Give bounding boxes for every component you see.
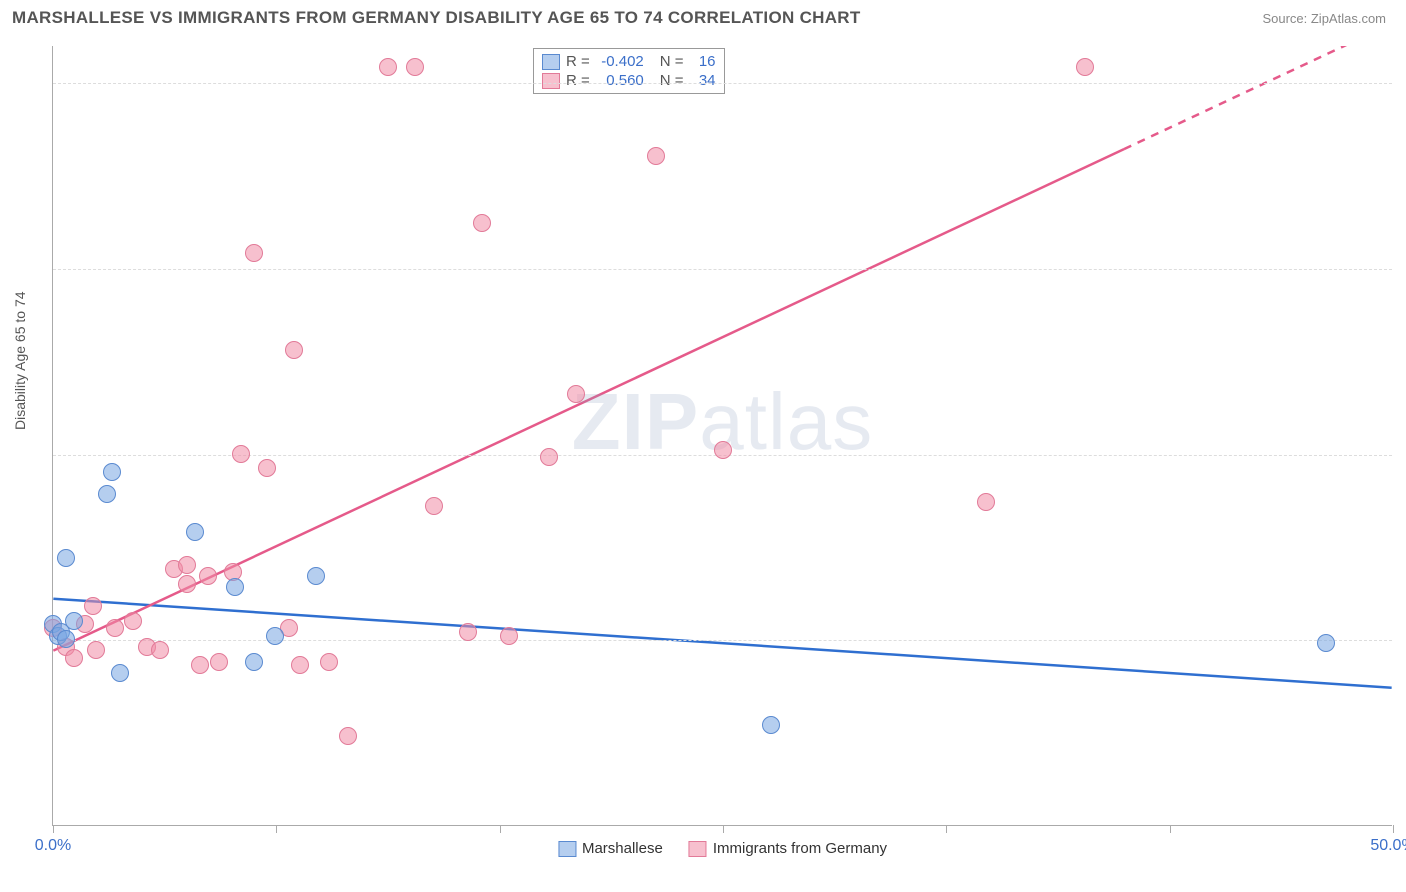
data-point bbox=[500, 627, 518, 645]
legend-swatch bbox=[542, 54, 560, 70]
trend-line-dashed bbox=[1124, 46, 1392, 149]
x-tick bbox=[723, 825, 724, 833]
series-legend-item: Immigrants from Germany bbox=[689, 840, 887, 857]
x-tick-label: 0.0% bbox=[35, 837, 71, 855]
trend-line bbox=[53, 599, 1391, 688]
legend-swatch bbox=[689, 841, 707, 857]
x-tick bbox=[946, 825, 947, 833]
data-point bbox=[151, 641, 169, 659]
data-point bbox=[245, 244, 263, 262]
x-tick-label: 50.0% bbox=[1370, 837, 1406, 855]
data-point bbox=[57, 549, 75, 567]
data-point bbox=[178, 575, 196, 593]
y-tick-label: 50.0% bbox=[1402, 445, 1406, 463]
data-point bbox=[258, 459, 276, 477]
y-tick-label: 25.0% bbox=[1402, 630, 1406, 648]
data-point bbox=[285, 341, 303, 359]
legend-swatch bbox=[542, 73, 560, 89]
x-tick bbox=[53, 825, 54, 833]
stat-r-value: 0.560 bbox=[596, 72, 644, 89]
x-tick bbox=[1170, 825, 1171, 833]
data-point bbox=[191, 656, 209, 674]
series-name: Marshallese bbox=[582, 840, 663, 857]
data-point bbox=[84, 597, 102, 615]
data-point bbox=[103, 463, 121, 481]
data-point bbox=[186, 523, 204, 541]
data-point bbox=[57, 630, 75, 648]
stats-legend: R = -0.402 N = 16 R = 0.560 N = 34 bbox=[533, 48, 725, 94]
data-point bbox=[106, 619, 124, 637]
data-point bbox=[1317, 634, 1335, 652]
data-point bbox=[199, 567, 217, 585]
data-point bbox=[379, 58, 397, 76]
data-point bbox=[567, 385, 585, 403]
data-point bbox=[87, 641, 105, 659]
data-point bbox=[714, 441, 732, 459]
series-name: Immigrants from Germany bbox=[713, 840, 887, 857]
y-axis-label: Disability Age 65 to 74 bbox=[12, 291, 28, 430]
data-point bbox=[291, 656, 309, 674]
stat-n-value: 16 bbox=[690, 53, 716, 70]
series-legend-item: Marshallese bbox=[558, 840, 663, 857]
data-point bbox=[540, 448, 558, 466]
trend-lines-layer bbox=[53, 46, 1392, 825]
stats-row: R = 0.560 N = 34 bbox=[540, 71, 718, 90]
y-tick-label: 100.0% bbox=[1402, 73, 1406, 91]
data-point bbox=[245, 653, 263, 671]
stat-n-label: N = bbox=[660, 72, 684, 89]
data-point bbox=[1076, 58, 1094, 76]
plot-area: ZIPatlas R =-0.402N =16R =0.560N =34 Mar… bbox=[52, 46, 1392, 826]
stat-r-label: R = bbox=[566, 72, 590, 89]
data-point bbox=[320, 653, 338, 671]
chart-title: MARSHALLESE VS IMMIGRANTS FROM GERMANY D… bbox=[12, 8, 861, 28]
data-point bbox=[762, 716, 780, 734]
gridline bbox=[53, 640, 1392, 641]
x-tick bbox=[1393, 825, 1394, 833]
gridline bbox=[53, 83, 1392, 84]
data-point bbox=[425, 497, 443, 515]
data-point bbox=[65, 649, 83, 667]
data-point bbox=[178, 556, 196, 574]
series-legend: Marshallese Immigrants from Germany bbox=[558, 840, 887, 857]
data-point bbox=[266, 627, 284, 645]
data-point bbox=[111, 664, 129, 682]
watermark-bold: ZIP bbox=[572, 377, 699, 466]
x-tick bbox=[500, 825, 501, 833]
data-point bbox=[98, 485, 116, 503]
data-point bbox=[339, 727, 357, 745]
legend-swatch bbox=[558, 841, 576, 857]
chart-header: MARSHALLESE VS IMMIGRANTS FROM GERMANY D… bbox=[0, 0, 1406, 36]
data-point bbox=[406, 58, 424, 76]
source-label: Source: ZipAtlas.com bbox=[1262, 11, 1386, 26]
data-point bbox=[226, 578, 244, 596]
data-point bbox=[307, 567, 325, 585]
data-point bbox=[459, 623, 477, 641]
y-tick-label: 75.0% bbox=[1402, 259, 1406, 277]
stat-r-value: -0.402 bbox=[596, 53, 644, 70]
stat-r-label: R = bbox=[566, 53, 590, 70]
data-point bbox=[977, 493, 995, 511]
stat-n-label: N = bbox=[660, 53, 684, 70]
x-tick bbox=[276, 825, 277, 833]
data-point bbox=[210, 653, 228, 671]
data-point bbox=[473, 214, 491, 232]
data-point bbox=[647, 147, 665, 165]
gridline bbox=[53, 269, 1392, 270]
stats-row: R = -0.402 N = 16 bbox=[540, 52, 718, 71]
data-point bbox=[124, 612, 142, 630]
data-point bbox=[232, 445, 250, 463]
stat-n-value: 34 bbox=[690, 72, 716, 89]
data-point bbox=[65, 612, 83, 630]
